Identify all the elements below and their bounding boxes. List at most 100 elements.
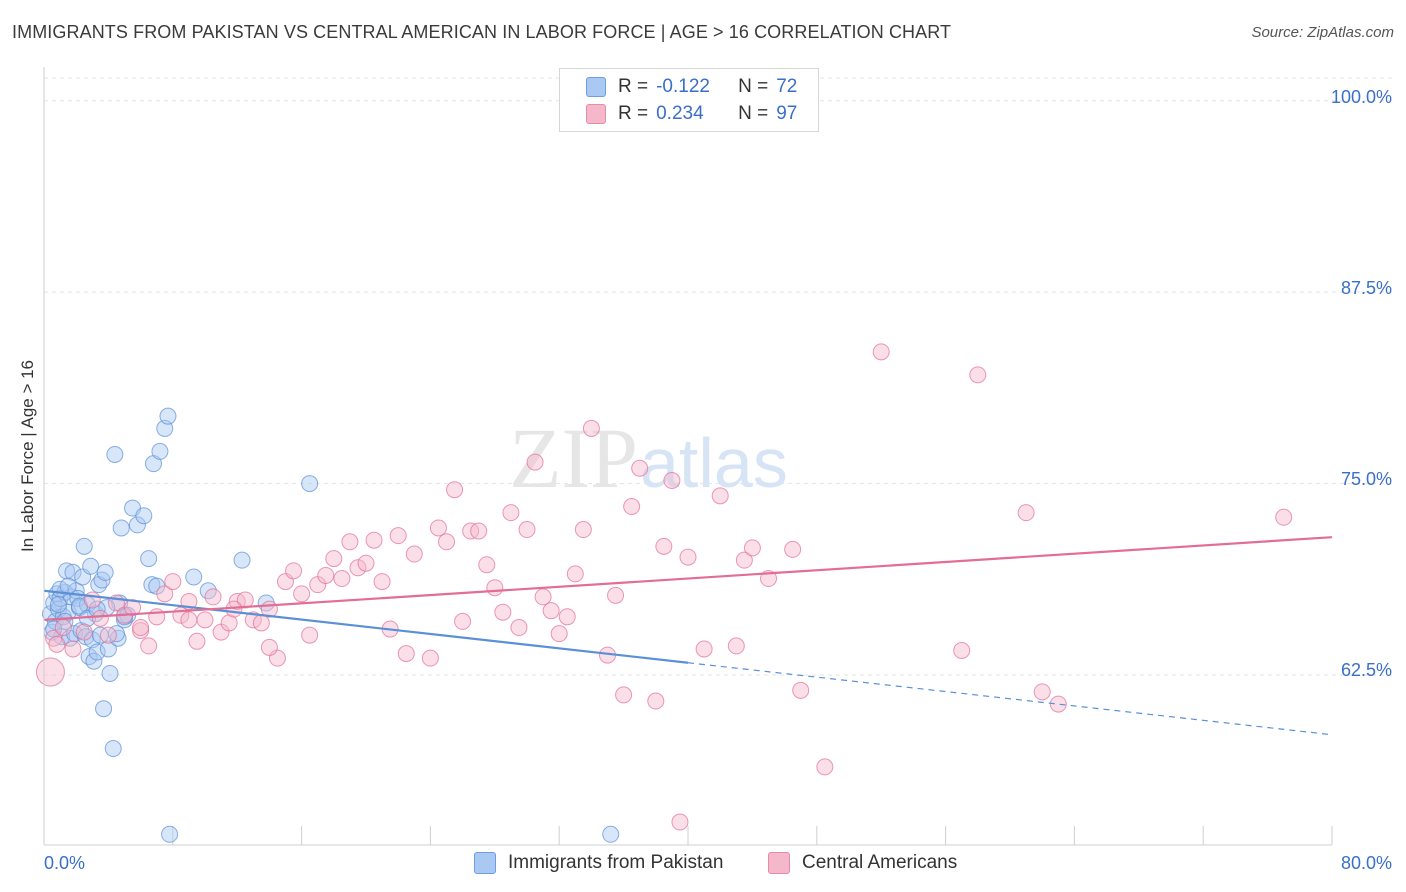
data-point <box>405 545 423 563</box>
data-point <box>872 343 890 361</box>
data-point <box>373 573 391 591</box>
x-tick-marks <box>43 826 1333 845</box>
data-point <box>188 632 206 650</box>
legend-n-label: N = <box>738 103 769 124</box>
data-point <box>156 585 174 603</box>
data-point <box>1275 508 1293 526</box>
data-point <box>185 568 203 586</box>
trend-line <box>43 536 1333 621</box>
data-point <box>140 550 158 568</box>
legend-n-label: N = <box>738 76 769 97</box>
correlation-legend: R = -0.122 N = 72 R = 0.234 N = 97 <box>559 68 819 132</box>
data-point <box>301 475 319 493</box>
data-point <box>365 531 383 549</box>
bottom-legend-pakistan: Immigrants from Pakistan <box>474 852 723 874</box>
data-point <box>140 637 158 655</box>
data-point <box>252 614 270 632</box>
data-point <box>671 813 689 831</box>
data-point <box>953 642 971 659</box>
data-point <box>95 700 113 718</box>
x-tick-label-max: 80.0% <box>1340 853 1392 873</box>
legend-n-value: 72 <box>776 76 798 97</box>
data-point <box>397 645 415 663</box>
trend-line-extension <box>687 662 1333 736</box>
data-point <box>792 681 810 699</box>
legend-r-value: -0.122 <box>656 76 710 97</box>
legend-r-label: R = <box>618 76 649 97</box>
data-point <box>54 619 72 637</box>
data-point <box>58 562 76 580</box>
data-point <box>574 521 592 539</box>
x-tick-label-min: 0.0% <box>44 853 86 873</box>
bottom-legend-label: Central Americans <box>802 852 958 873</box>
data-point <box>128 516 146 534</box>
data-point <box>655 537 673 555</box>
data-point <box>663 472 681 490</box>
data-point <box>151 442 169 460</box>
data-point <box>631 459 649 477</box>
data-point <box>389 527 407 545</box>
data-point <box>743 539 761 557</box>
data-point <box>83 591 101 609</box>
data-point <box>101 664 119 682</box>
data-point <box>349 559 367 577</box>
data-point <box>542 602 560 620</box>
data-point <box>679 548 697 566</box>
data-point <box>727 637 745 655</box>
data-point <box>454 612 472 630</box>
data-point <box>88 643 106 661</box>
data-point <box>85 652 103 670</box>
data-point <box>566 565 584 583</box>
data-point <box>104 740 122 758</box>
data-point <box>607 586 625 604</box>
bottom-legend-label: Immigrants from Pakistan <box>508 852 724 873</box>
y-tick-label: 100.0% <box>1330 87 1392 107</box>
data-point <box>159 407 177 425</box>
data-point <box>1033 683 1051 701</box>
watermark: ZIP atlas <box>509 410 788 506</box>
y-tick-label: 87.5% <box>1340 278 1392 298</box>
data-point <box>478 556 496 574</box>
data-point <box>132 619 150 637</box>
legend-n-value: 97 <box>776 103 798 124</box>
data-point <box>80 648 98 666</box>
data-point <box>48 635 66 653</box>
data-point <box>64 640 82 658</box>
data-point <box>510 619 528 637</box>
series-central-american-points <box>35 343 1293 831</box>
data-point <box>534 588 552 606</box>
legend-row-central-americans: R = 0.234 N = 97 <box>586 101 797 127</box>
data-point <box>196 611 214 629</box>
data-point <box>341 533 359 551</box>
data-point <box>164 573 182 591</box>
data-point <box>695 640 713 658</box>
data-point <box>317 566 335 584</box>
bottom-legend-central-americans: Central Americans <box>768 852 957 874</box>
data-point <box>293 585 311 603</box>
data-point <box>1049 695 1067 713</box>
data-point <box>301 626 319 644</box>
legend-row-pakistan: R = -0.122 N = 72 <box>586 74 797 100</box>
watermark-zip: ZIP <box>509 410 638 506</box>
data-point <box>325 550 343 568</box>
data-point <box>446 481 464 499</box>
data-point <box>35 657 65 687</box>
data-point <box>711 487 729 505</box>
data-point <box>75 537 93 555</box>
legend-swatch-pink <box>586 104 606 124</box>
data-point <box>82 557 100 575</box>
data-point <box>106 445 124 463</box>
y-tick-label: 75.0% <box>1340 469 1392 489</box>
data-point <box>112 519 130 537</box>
data-point <box>260 638 278 656</box>
legend-r-value: 0.234 <box>656 103 704 124</box>
data-point <box>99 626 117 644</box>
data-point <box>285 562 303 580</box>
data-point <box>735 551 753 569</box>
data-point <box>550 625 568 643</box>
data-point <box>333 570 351 588</box>
watermark-atlas: atlas <box>640 424 788 502</box>
data-point <box>526 453 544 471</box>
source-label: Source: ZipAtlas.com <box>1251 24 1394 41</box>
